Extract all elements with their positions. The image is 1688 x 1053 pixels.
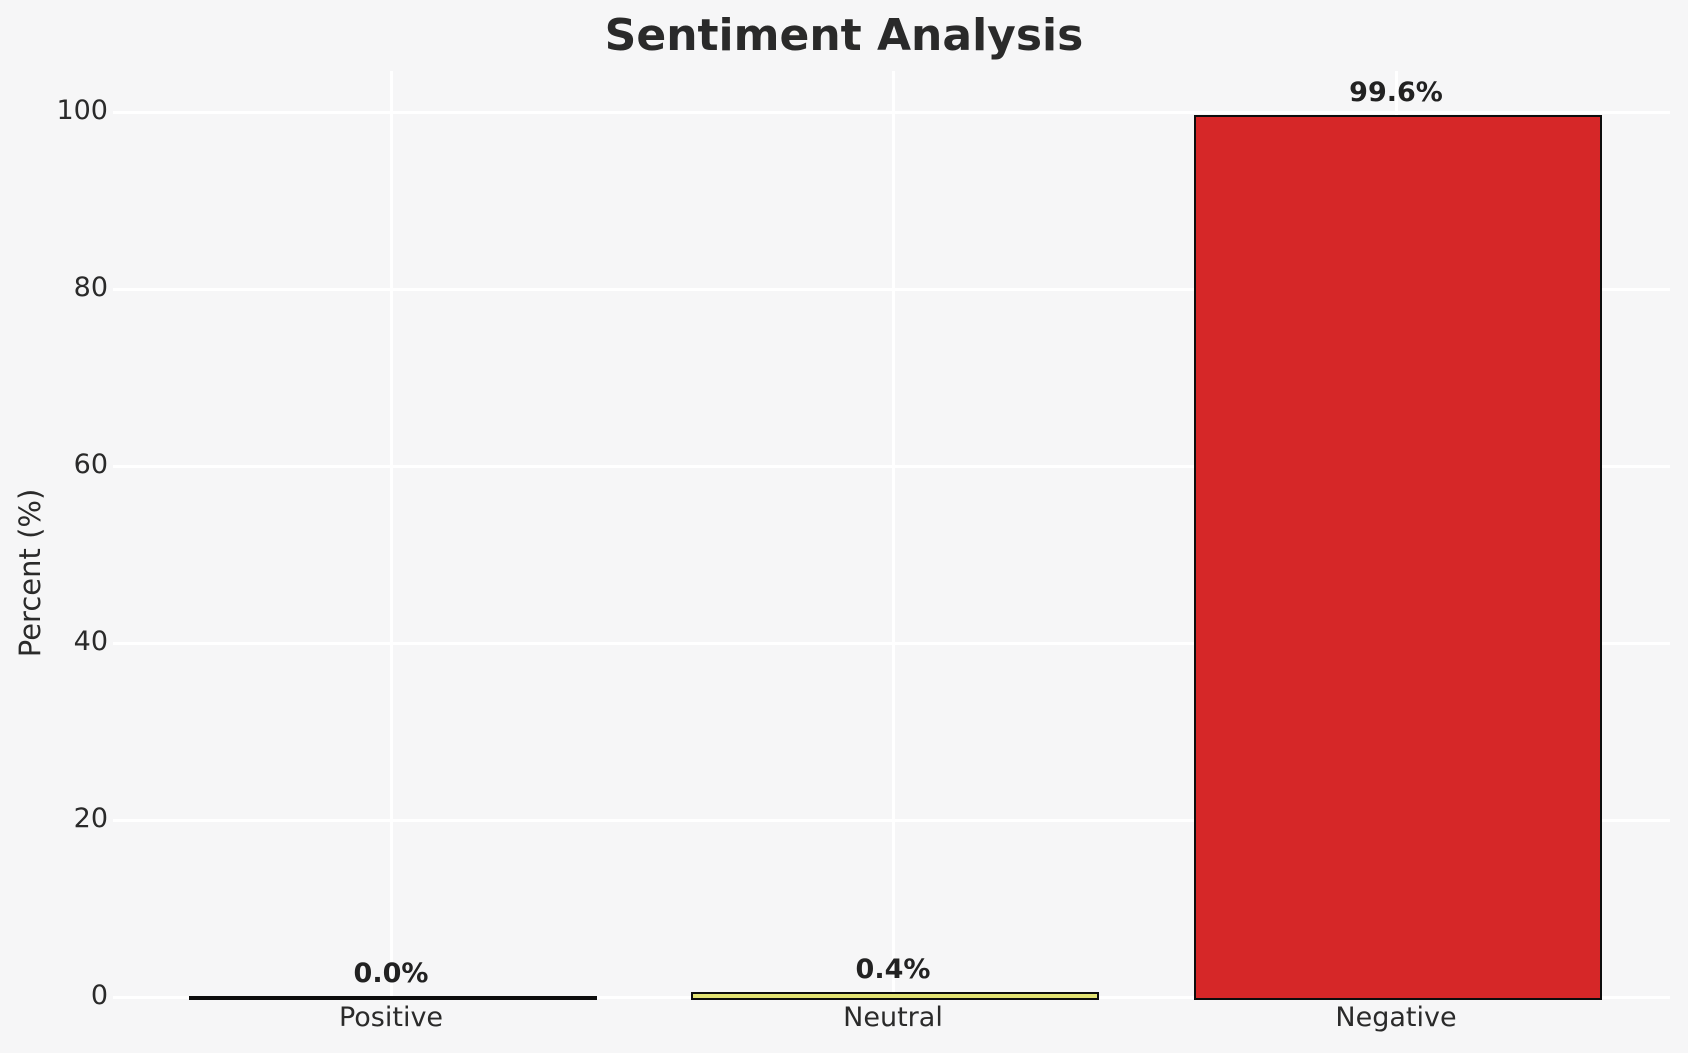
y-tick-label: 40	[73, 626, 108, 657]
bar-neutral	[691, 991, 1099, 1000]
bar-value-label: 0.0%	[353, 957, 429, 989]
chart-title: Sentiment Analysis	[604, 10, 1084, 61]
y-tick-label: 60	[73, 449, 108, 480]
y-tick-label: 80	[73, 272, 108, 303]
y-tick-label: 100	[56, 95, 108, 126]
x-tick-label: Positive	[338, 1002, 444, 1033]
y-tick-label: 20	[73, 803, 108, 834]
bar-value-label: 0.4%	[855, 953, 931, 985]
x-tick-label: Neutral	[843, 1002, 943, 1033]
y-tick-label: 0	[90, 980, 108, 1011]
x-tick-label: Negative	[1335, 1002, 1457, 1033]
bar-positive	[189, 995, 597, 1000]
v-gridline	[891, 71, 895, 997]
bar-negative	[1194, 114, 1602, 1000]
v-gridline	[389, 71, 393, 997]
bar-value-label: 99.6%	[1349, 76, 1443, 108]
